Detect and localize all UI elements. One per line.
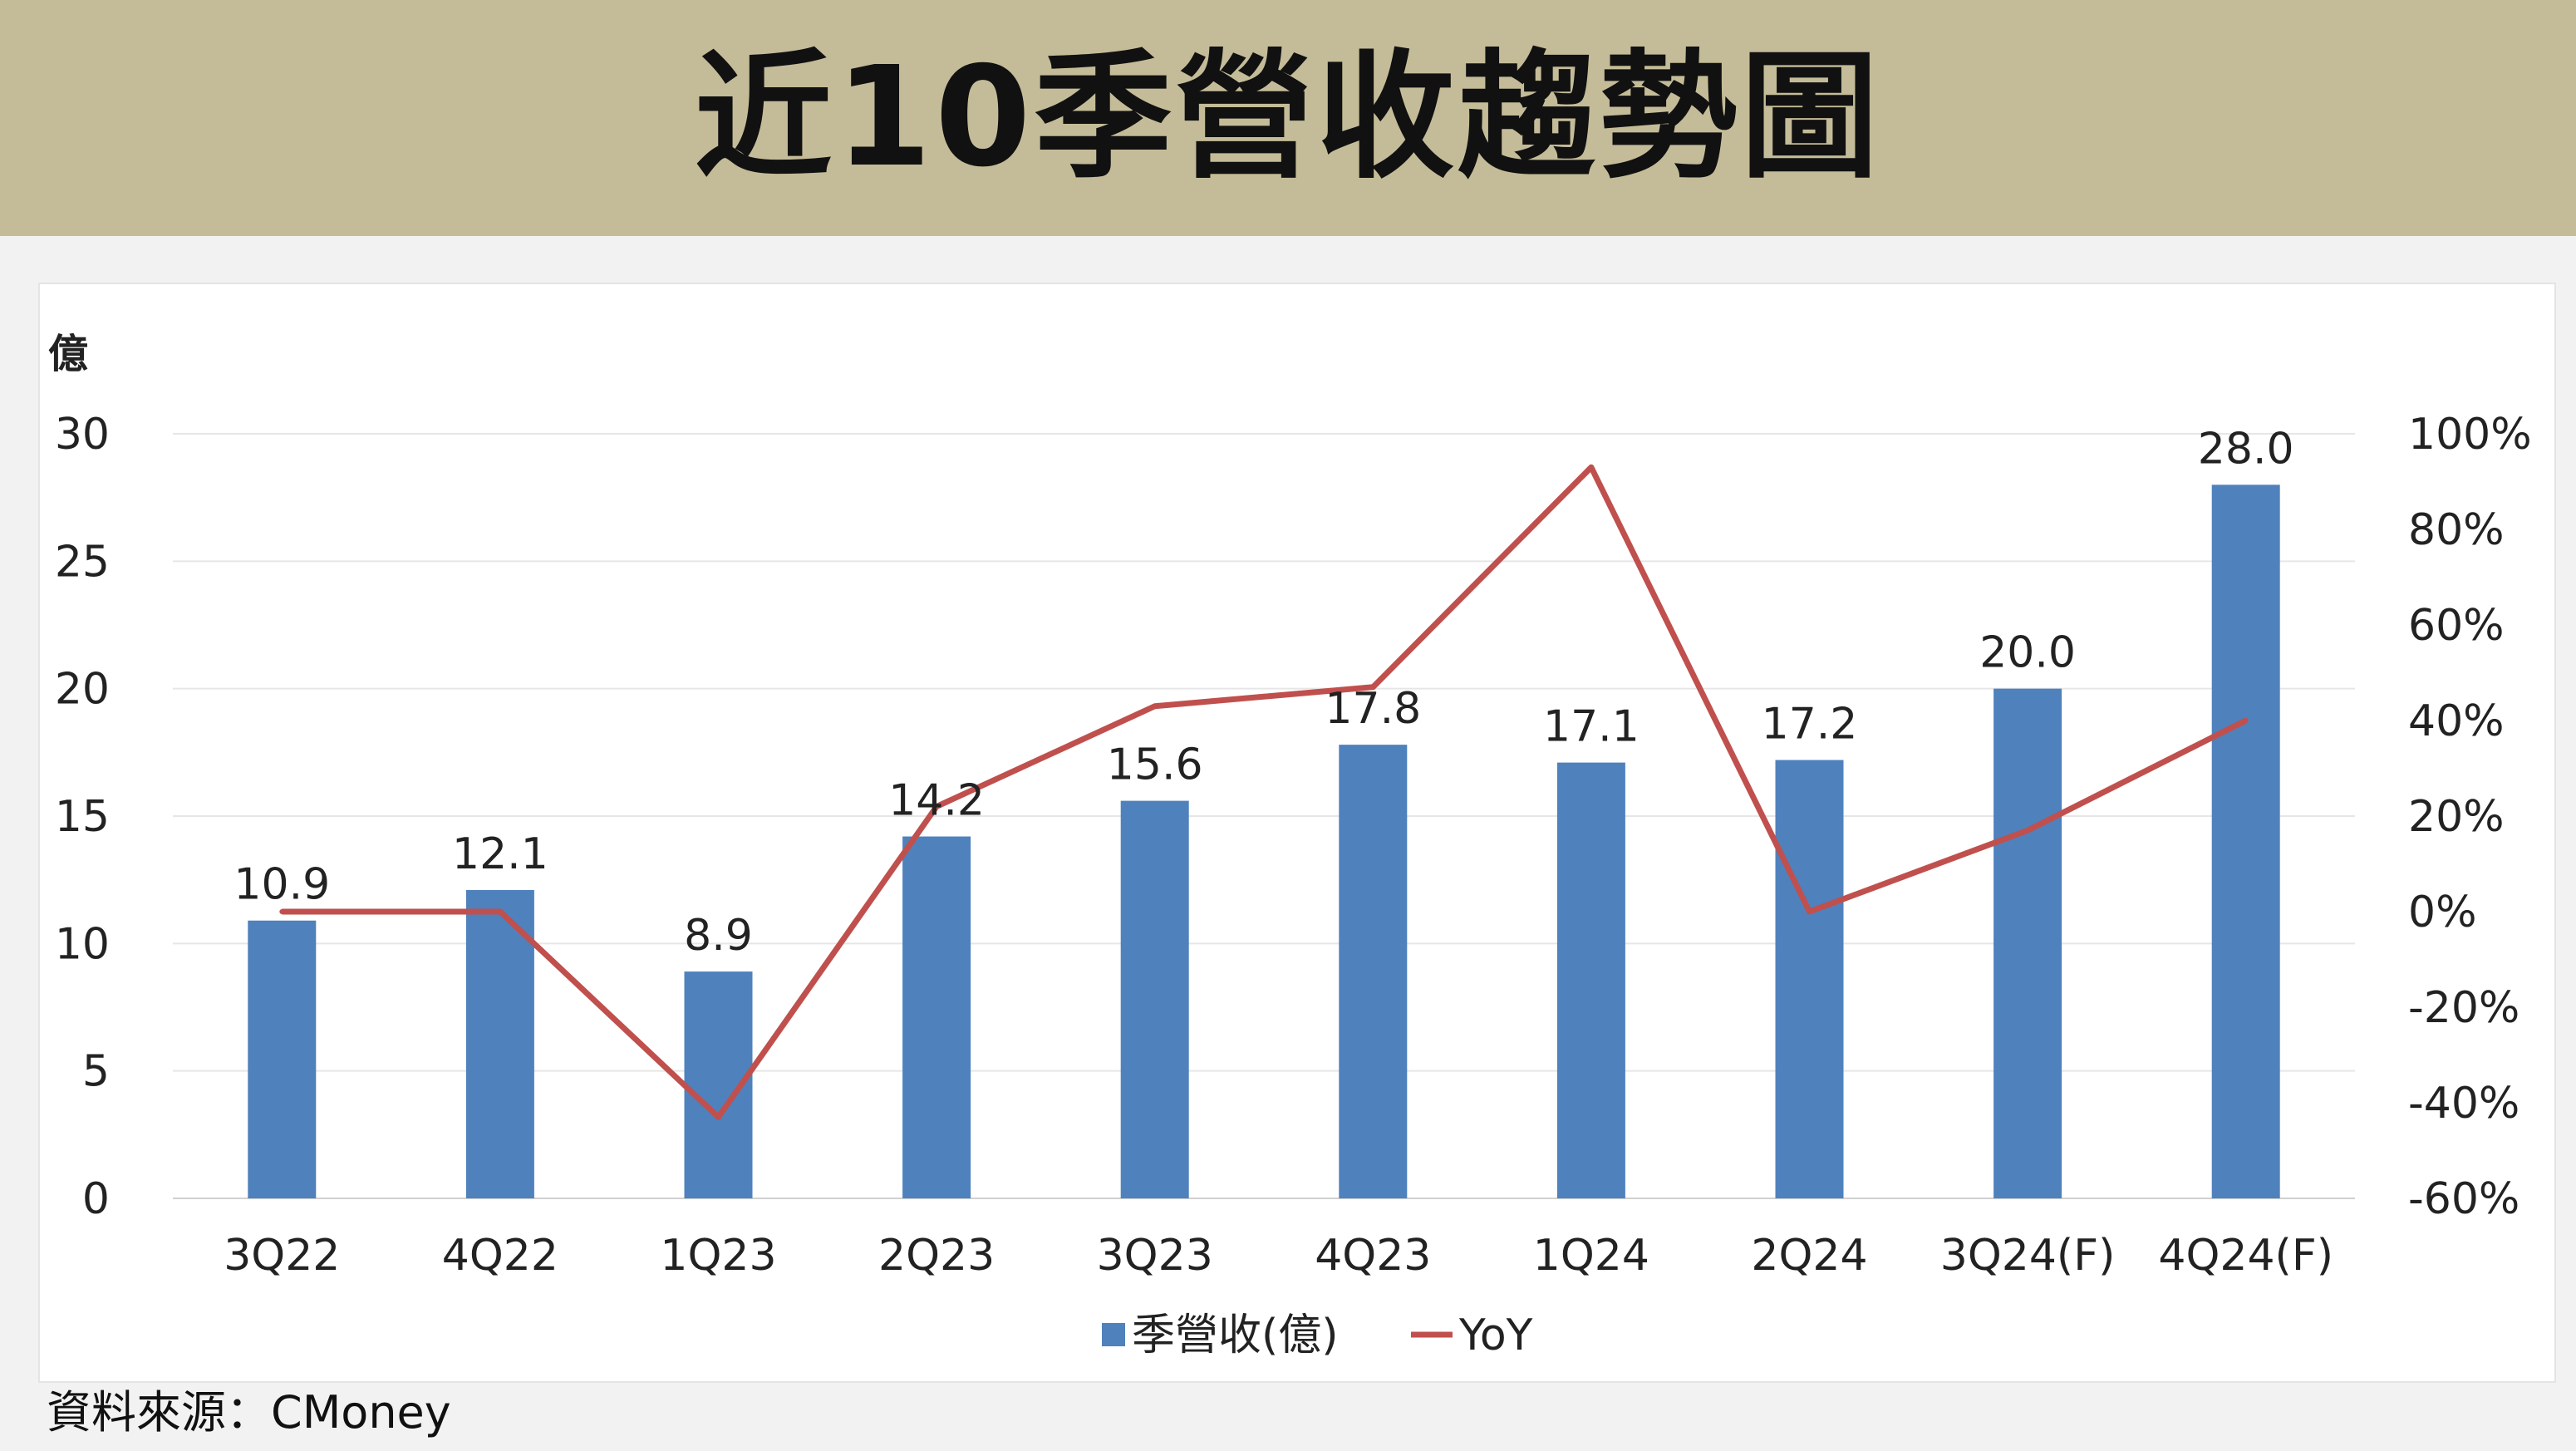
yoy-point [497,909,503,914]
legend-label-bar: 季營收(億) [1132,1311,1339,1360]
bar [1339,745,1408,1198]
y-tick-label: 30 [55,410,110,460]
y-tick-label: 15 [55,792,110,842]
bar [2211,484,2280,1198]
legend-label-line: YoY [1458,1311,1533,1360]
yoy-line-series [279,464,2249,1120]
bar [1775,760,1844,1198]
yoy-point [1807,909,1812,914]
bar-value-label: 15.6 [1107,740,1203,790]
y-tick-label: 20 [55,665,110,715]
y2-tick-label: 80% [2408,505,2505,555]
yoy-point [1588,465,1594,470]
yoy-point [279,909,285,914]
bar-value-label: 28.0 [2198,424,2294,474]
x-tick-label: 4Q24(F) [2158,1231,2333,1281]
y-tick-label: 0 [82,1174,110,1224]
y-axis-unit-label: 億 [48,331,88,377]
yoy-point [715,1114,721,1120]
bar-value-label: 17.8 [1325,684,1421,734]
x-tick-label: 3Q23 [1097,1231,1213,1281]
x-tick-label: 4Q23 [1315,1231,1431,1281]
y2-tick-label: -40% [2408,1079,2519,1129]
bar-series [248,484,2280,1198]
title-banner: 近10季營收趨勢圖 [0,0,2576,236]
y2-tick-label: -60% [2408,1174,2519,1224]
x-tick-label: 1Q23 [660,1231,776,1281]
x-tick-label: 2Q24 [1751,1231,1867,1281]
yoy-point [1370,684,1376,690]
bar [1120,800,1189,1198]
bar [465,889,534,1198]
revenue-chart: 10.912.18.914.215.617.8 17.1 17.220.028.0 … [48,331,2532,1360]
yoy-point [934,804,940,809]
bar-value-label: 8.9 [684,911,753,961]
legend: 季營收(億) YoY [1102,1311,1533,1360]
axes: 0 5 10 15 20 25 30 -60% -40% -20% 0% 20% 40% 60% 80% 10… [48,331,2532,1281]
yoy-point [1152,703,1158,709]
page-title: 近10季營收趨勢圖 [694,37,1882,198]
bar-value-label: 17.2 [1762,700,1858,750]
bar [248,920,317,1198]
bar-value-label: 10.9 [234,860,330,910]
y-tick-label: 25 [55,537,110,587]
x-tick-label: 1Q24 [1533,1231,1649,1281]
yoy-point [2025,828,2031,834]
bar-value-label: 20.0 [1979,628,2076,678]
y2-tick-label: -20% [2408,983,2519,1033]
y2-tick-label: 100% [2408,410,2532,460]
y-tick-label: 5 [82,1047,110,1097]
bar-value-label: 17.1 [1543,702,1639,752]
chart-panel: 10.9 12.1 8.9 14.2 15.6 17.8 17.1 17.2 20.0 28.0 … [38,283,2556,1383]
data-labels: 10.9 12.1 8.9 14.2 15.6 17.8 17.1 17.2 20.0 28.0 [234,424,2293,961]
bar-value-label: 14.2 [888,776,985,826]
y2-tick-label: 20% [2408,792,2505,842]
x-tick-label: 2Q23 [878,1231,995,1281]
yoy-point [2243,718,2249,723]
bar [1993,688,2062,1198]
x-tick-label: 4Q22 [442,1231,558,1281]
legend-swatch-bar [1102,1323,1125,1346]
bar [1556,762,1625,1198]
yoy-line [282,464,2248,1120]
source-note: 資料來源：CMoney [47,1386,451,1439]
bar-value-label: 12.1 [452,829,548,879]
x-tick-label: 3Q22 [224,1231,340,1281]
bar [902,836,971,1198]
x-tick-label: 3Q24(F) [1940,1231,2116,1281]
y2-tick-label: 40% [2408,696,2505,746]
y2-tick-label: 0% [2408,888,2477,937]
y-tick-label: 10 [55,919,110,969]
y2-tick-label: 60% [2408,601,2505,651]
